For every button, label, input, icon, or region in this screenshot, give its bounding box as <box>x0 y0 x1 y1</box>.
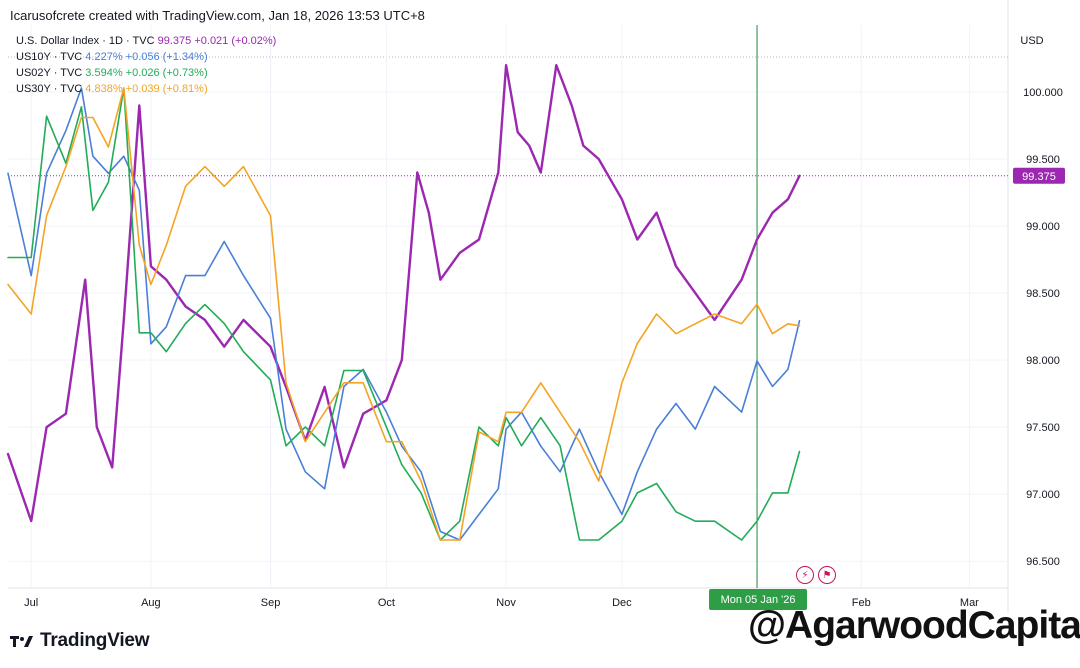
legend: U.S. Dollar Index · 1D · TVC 99.375 +0.0… <box>16 33 276 97</box>
lightning-icon[interactable]: ⚡ <box>796 566 814 584</box>
crosshair-date-label: Mon 05 Jan '26 <box>721 594 796 606</box>
legend-item-us02y[interactable]: US02Y · TVC 3.594% +0.026 (+0.73%) <box>16 65 276 81</box>
legend-value: 99.375 <box>157 35 192 47</box>
y-axis-unit: USD <box>1020 35 1043 47</box>
legend-item-us30y[interactable]: US30Y · TVC 4.838% +0.039 (+0.81%) <box>16 81 276 97</box>
y-tick-label: 99.500 <box>1026 154 1060 166</box>
series-line-us30y <box>7 87 801 541</box>
series-lines <box>6 63 801 541</box>
series-line-us02y <box>7 87 801 541</box>
legend-symbol: US10Y · TVC <box>16 51 83 63</box>
x-tick-label: Nov <box>496 597 516 609</box>
legend-symbol: US02Y · TVC <box>16 67 83 79</box>
y-tick-label: 98.000 <box>1026 355 1060 367</box>
legend-change: +0.039 (+0.81%) <box>125 83 208 95</box>
flag-icon[interactable]: ⚑ <box>818 566 836 584</box>
x-tick-label: Mar <box>960 597 979 609</box>
y-tick-label: 98.500 <box>1026 288 1060 300</box>
y-tick-label: 97.500 <box>1026 422 1060 434</box>
legend-symbol: US30Y · TVC <box>16 83 83 95</box>
series-line-us10y <box>7 87 801 541</box>
y-tick-label: 96.500 <box>1026 556 1060 568</box>
y-tick-label: 99.000 <box>1026 221 1060 233</box>
x-tick-label: Aug <box>141 597 161 609</box>
legend-value: 3.594% <box>85 67 123 79</box>
y-tick-label: 97.000 <box>1026 489 1060 501</box>
brand-name: TradingView <box>40 630 150 651</box>
legend-item-dxy[interactable]: U.S. Dollar Index · 1D · TVC 99.375 +0.0… <box>16 33 276 49</box>
legend-item-us10y[interactable]: US10Y · TVC 4.227% +0.056 (+1.34%) <box>16 49 276 65</box>
crosshair-date-badge <box>709 589 808 610</box>
y-axis: 100.000 99.500 99.000 98.500 98.000 97.500 97.… <box>1013 35 1065 568</box>
grid-lines <box>8 0 1009 613</box>
x-tick-label: Jul <box>24 597 38 609</box>
x-tick-label: Oct <box>378 597 395 609</box>
legend-change: +0.026 (+0.73%) <box>125 67 208 79</box>
chart-tools: ⚡ ⚑ <box>796 566 836 584</box>
x-tick-label: Sep <box>261 597 281 609</box>
legend-value: 4.227% <box>85 51 123 63</box>
y-tick-label: 100.000 <box>1023 87 1063 99</box>
tradingview-logo[interactable]: TradingView <box>10 630 150 652</box>
x-tick-label: Dec <box>612 597 632 609</box>
legend-value: 4.838% <box>85 83 123 95</box>
legend-symbol: U.S. Dollar Index · 1D · TVC <box>16 35 155 47</box>
series-line-u-s-dollar-index <box>6 63 801 523</box>
last-price-label: 99.375 <box>1022 171 1056 183</box>
x-axis: Jul Aug Sep Oct Nov Dec Feb Mar Mon 05 Jan '26 <box>24 589 979 610</box>
chart-decorations <box>8 25 1008 588</box>
watermark-text: @AgarwoodCapital <box>748 604 1080 647</box>
last-price-badge <box>1013 167 1065 184</box>
legend-change: +0.056 (+1.34%) <box>125 51 208 63</box>
tradingview-logo-icon <box>10 636 33 647</box>
x-tick-label: Feb <box>852 597 871 609</box>
legend-change: +0.021 (+0.02%) <box>194 35 277 47</box>
chart-attribution: Icarusofcrete created with TradingView.c… <box>10 8 425 23</box>
